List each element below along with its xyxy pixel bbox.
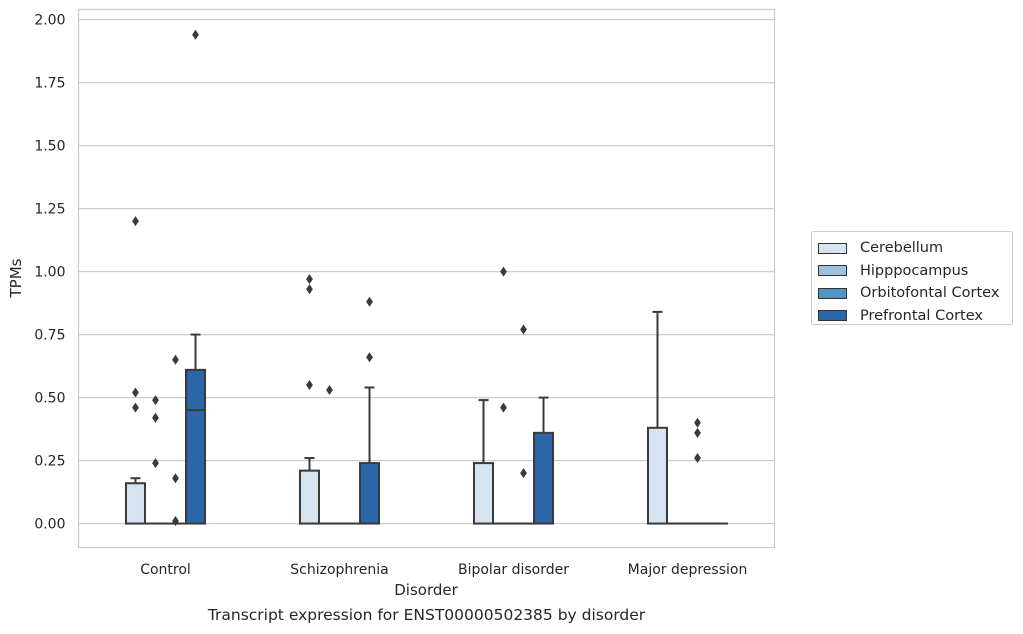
y-tick-label: 1.00 [34, 265, 65, 281]
box-group [533, 396, 555, 525]
legend-label-prefrontal-cortex: Prefrontal Cortex [860, 307, 983, 324]
chart-caption: Transcript expression for ENST0000050238… [207, 606, 646, 624]
box-group [359, 296, 381, 525]
box-iqr [124, 482, 146, 525]
outlier-point [132, 216, 139, 227]
y-tick-label: 1.75 [34, 76, 65, 92]
outlier-point [152, 395, 159, 406]
outlier-point [694, 417, 701, 428]
box-group [687, 417, 709, 525]
outlier-point [152, 458, 159, 469]
y-tick-label: 2.00 [34, 13, 65, 29]
outlier-point [520, 468, 527, 479]
outlier-point [192, 29, 199, 40]
box-group [472, 399, 494, 525]
outlier-point [306, 379, 313, 390]
plot-frame [77, 8, 776, 549]
x-tick-labels: Control Schizophrenia Bipolar disorder Majo… [140, 562, 747, 578]
outlier-point [500, 402, 507, 413]
outlier-point [306, 274, 313, 285]
legend-item-prefrontal-cortex: Prefrontal Cortex [818, 305, 1012, 328]
x-tick-label: Control [140, 562, 191, 578]
outlier-point [306, 284, 313, 295]
box-iqr [185, 368, 207, 525]
legend-label-orbitofrontal-cortex: Orbitofontal Cortex [860, 285, 1000, 302]
box-group [492, 266, 514, 525]
legend: Cerebellum Hipppocampus Orbitofontal Cor… [811, 231, 1013, 325]
outlier-point [694, 453, 701, 464]
y-tick-label: 1.25 [34, 202, 65, 218]
x-axis-label: Disorder [394, 581, 458, 599]
box-group [185, 29, 207, 525]
box-iqr [359, 462, 381, 525]
outlier-point [366, 296, 373, 307]
legend-item-hippocampus: Hipppocampus [818, 260, 1012, 283]
legend-label-cerebellum: Cerebellum [860, 240, 944, 257]
box-group [318, 385, 340, 525]
outlier-point [172, 516, 179, 527]
outlier-point [326, 385, 333, 396]
box-group [513, 324, 535, 525]
y-tick-label: 1.50 [34, 139, 65, 155]
outlier-point [520, 324, 527, 335]
y-tick-label: 0.75 [34, 328, 65, 344]
x-tick-label: Schizophrenia [290, 562, 388, 578]
outlier-point [132, 402, 139, 413]
legend-item-orbitofrontal-cortex: Orbitofontal Cortex [818, 282, 1012, 305]
x-tick-label: Major depression [628, 562, 748, 578]
box-iqr [298, 469, 320, 525]
box-iqr [472, 462, 494, 525]
box-iqr [533, 431, 555, 525]
outlier-point [500, 266, 507, 277]
legend-swatch-hippocampus [818, 265, 847, 277]
y-tick-label: 0.50 [34, 391, 65, 407]
outlier-point [172, 473, 179, 484]
box-group [298, 274, 320, 525]
legend-label-hippocampus: Hipppocampus [860, 262, 969, 279]
y-tick-label: 0.00 [34, 517, 65, 533]
box-group [165, 354, 187, 527]
y-tick-labels: 0.00 0.25 0.50 0.75 1.00 1.25 1.50 1.75 2.00 [34, 13, 65, 533]
y-tick-label: 0.25 [34, 454, 65, 470]
outlier-point [172, 354, 179, 365]
outlier-point [366, 352, 373, 363]
box-marks [124, 29, 729, 527]
y-axis-label: TPMs [7, 258, 25, 298]
gridlines [78, 18, 775, 525]
legend-item-cerebellum: Cerebellum [818, 237, 1012, 260]
box-iqr [646, 426, 668, 525]
legend-swatch-cerebellum [818, 242, 847, 254]
x-tick-label: Bipolar disorder [458, 562, 569, 578]
outlier-point [152, 412, 159, 423]
box-group [124, 216, 146, 525]
legend-swatch-orbitofrontal-cortex [818, 287, 847, 299]
box-group [144, 395, 167, 525]
outlier-point [694, 427, 701, 438]
box-group [646, 310, 668, 525]
legend-swatch-prefrontal-cortex [818, 310, 847, 322]
outlier-point [132, 387, 139, 398]
